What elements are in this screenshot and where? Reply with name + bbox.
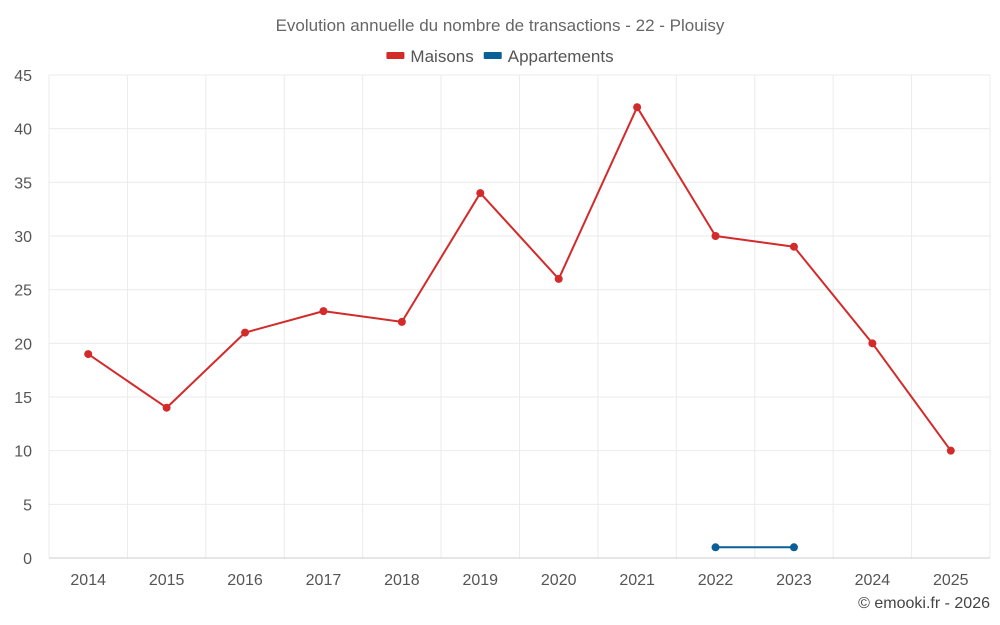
legend-label: Maisons [410,47,473,66]
data-point[interactable] [476,189,485,198]
y-tick-label: 5 [23,497,32,514]
y-tick-label: 45 [14,68,32,85]
y-tick-label: 30 [14,229,32,246]
legend-item-maisons[interactable]: Maisons [386,47,474,66]
legend-item-appartements[interactable]: Appartements [483,47,614,66]
data-point[interactable] [397,317,406,326]
data-point[interactable] [162,403,171,412]
data-point[interactable] [711,543,720,552]
y-tick-label: 35 [14,175,32,192]
series-appartements [711,543,798,552]
data-point[interactable] [319,307,328,316]
x-tick-label: 2019 [462,572,498,589]
data-point[interactable] [633,103,642,112]
x-tick-label: 2024 [855,572,891,589]
legend-swatch [483,52,502,59]
x-tick-label: 2025 [933,572,969,589]
legend: Maisons Appartements [386,47,614,66]
data-point[interactable] [789,242,798,251]
series-layer [84,103,955,552]
y-tick-label: 10 [14,444,32,461]
legend-label: Appartements [508,47,614,66]
y-tick-label: 25 [14,283,32,300]
x-tick-label: 2023 [776,572,812,589]
data-point[interactable] [789,543,798,552]
data-point[interactable] [868,339,877,348]
data-point[interactable] [84,350,93,359]
x-tick-label: 2016 [227,572,263,589]
y-axis: 0 5 10 15 20 25 30 35 40 45 [14,68,32,568]
y-tick-label: 0 [23,551,32,568]
data-point[interactable] [711,232,720,240]
x-axis: 2014 2015 2016 2017 2018 2019 2020 2021 2022 2023… [70,572,968,589]
x-tick-label: 2020 [541,572,577,589]
x-tick-label: 2018 [384,572,420,589]
y-tick-label: 40 [14,122,32,139]
x-tick-label: 2017 [306,572,342,589]
x-tick-label: 2021 [619,572,655,589]
y-tick-label: 20 [14,336,32,353]
legend-swatch [386,52,405,59]
series-maisons [84,103,955,455]
x-tick-label: 2015 [149,572,185,589]
data-point[interactable] [241,328,250,337]
series-line [87,106,952,452]
y-tick-label: 15 [14,390,32,407]
data-point[interactable] [554,274,563,283]
data-point[interactable] [946,446,955,455]
x-tick-label: 2022 [698,572,734,589]
credit-text: © emooki.fr - 2026 [858,595,990,612]
x-tick-label: 2014 [70,572,106,589]
grid [48,74,991,559]
chart-title: Evolution annuelle du nombre de transact… [276,16,725,35]
